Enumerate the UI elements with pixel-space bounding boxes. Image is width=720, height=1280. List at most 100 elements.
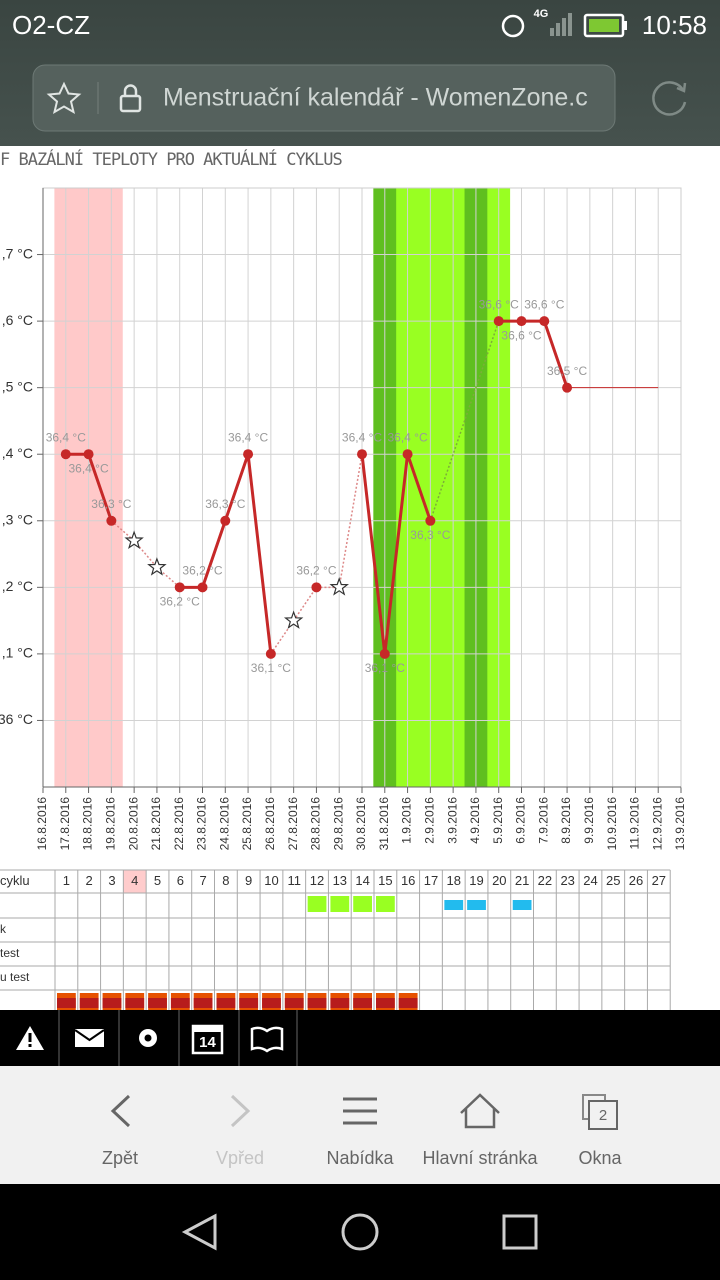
day-number: 20: [492, 873, 506, 888]
green-cell: [376, 896, 395, 912]
temperature-point: [493, 316, 504, 327]
value-label: 36,4 °C: [228, 430, 268, 444]
day-number: 7: [199, 873, 206, 888]
separator: [296, 1010, 298, 1066]
temperature-point: [562, 382, 573, 393]
red-cell-core: [57, 998, 76, 1008]
temperature-point: [402, 449, 413, 460]
menu-icon[interactable]: [343, 1097, 377, 1125]
highlight-cell: [123, 870, 147, 893]
x-tick-label: 8.9.2016: [559, 797, 573, 844]
value-label: 36,4 °C: [342, 430, 382, 444]
separator: [178, 1010, 180, 1066]
day-number: 1: [63, 873, 70, 888]
day-number: 5: [154, 873, 161, 888]
x-tick-label: 21.8.2016: [149, 797, 163, 851]
warning-dot: [28, 1044, 32, 1047]
interpolated-line: [293, 586, 318, 622]
system-recents[interactable]: [502, 1214, 538, 1250]
y-tick-label: ,2 °C: [2, 578, 33, 594]
system-back[interactable]: [181, 1213, 217, 1251]
nav-label[interactable]: Okna: [578, 1148, 622, 1168]
y-tick-label: ,1 °C: [2, 645, 33, 661]
carrier: O2-CZ: [12, 10, 90, 40]
nav-label[interactable]: Hlavní stránka: [422, 1148, 538, 1168]
day-number: 13: [333, 873, 347, 888]
separator: [118, 1010, 120, 1066]
chart-title: F BAZÁLNÍ TEPLOTY PRO AKTUÁLNÍ CYKLUS: [0, 148, 342, 170]
settings-hole: [144, 1034, 152, 1042]
day-number: 26: [629, 873, 643, 888]
value-label: 36,6 °C: [524, 297, 564, 311]
day-number: 4: [131, 873, 138, 888]
mail-flap: [74, 1029, 105, 1042]
mail-icon[interactable]: [75, 1029, 104, 1047]
calendar-day: 14: [199, 1034, 216, 1051]
url-field[interactable]: [32, 64, 616, 132]
temperature-point: [220, 515, 231, 526]
blue-cell: [512, 900, 532, 910]
y-tick-label: ,4 °C: [2, 445, 33, 461]
day-number: 2: [86, 873, 93, 888]
green-cell: [307, 896, 327, 912]
day-number: 3: [108, 873, 115, 888]
row-label: test: [0, 946, 20, 960]
estimated-point: [283, 610, 304, 629]
nav-label[interactable]: Zpět: [102, 1148, 138, 1168]
x-tick-label: 5.9.2016: [491, 797, 505, 844]
green-cell: [330, 896, 350, 912]
tabs-icon[interactable]: [588, 1100, 618, 1130]
home-icon[interactable]: [460, 1093, 500, 1129]
red-cell-core: [330, 998, 350, 1008]
value-label: 36,4 °C: [68, 461, 108, 475]
nav-label[interactable]: Vpřed: [216, 1148, 264, 1168]
value-label: 36,2 °C: [160, 595, 200, 609]
x-tick-label: 26.8.2016: [263, 797, 277, 851]
red-cell-core: [262, 998, 281, 1008]
table-header-label: cyklu: [0, 873, 30, 888]
day-number: 10: [264, 873, 278, 888]
y-tick-label: ,6 °C: [2, 312, 33, 328]
value-label: 36,6 °C: [479, 297, 519, 311]
x-tick-label: 4.9.2016: [468, 797, 482, 844]
system-home[interactable]: [341, 1213, 379, 1251]
day-number: 25: [606, 873, 620, 888]
url-text[interactable]: Menstruační kalendář - WomenZone.c: [163, 84, 588, 112]
x-tick-label: 31.8.2016: [377, 797, 391, 851]
temperature-point: [539, 316, 550, 327]
book-icon[interactable]: [250, 1026, 284, 1053]
day-number: 27: [652, 873, 666, 888]
temperature-point: [379, 648, 390, 659]
reload-arrow: [676, 82, 687, 93]
x-tick-label: 25.8.2016: [240, 797, 254, 851]
x-tick-label: 28.8.2016: [309, 797, 323, 851]
back-icon[interactable]: [110, 1094, 131, 1128]
lock-icon: [119, 94, 142, 113]
temperature-point: [197, 582, 208, 593]
day-number: 14: [355, 873, 369, 888]
red-cell-core: [216, 998, 236, 1008]
toolbar-icons: 14: [16, 1010, 298, 1066]
y-tick-label: ,3 °C: [2, 511, 33, 527]
signal-icon: [550, 13, 572, 36]
nav-label[interactable]: Nabídka: [326, 1148, 394, 1168]
x-tick-label: 6.9.2016: [514, 797, 528, 844]
value-label: 36,4 °C: [387, 430, 427, 444]
reload-icon[interactable]: [652, 81, 687, 116]
temperature-point: [106, 515, 117, 526]
value-label: 36,1 °C: [251, 661, 291, 675]
day-number: 17: [424, 873, 438, 888]
x-tick-label: 10.9.2016: [605, 797, 619, 851]
green-cell: [353, 896, 372, 912]
forward-icon[interactable]: [230, 1094, 251, 1128]
value-label: 36,2 °C: [182, 564, 222, 578]
network: 4G: [534, 8, 549, 20]
x-tick-label: 19.8.2016: [104, 797, 118, 851]
day-number: 22: [538, 873, 552, 888]
clock: 10:58: [642, 10, 707, 40]
day-number: 15: [378, 873, 392, 888]
temperature-point: [425, 515, 436, 526]
battery-level: [589, 19, 619, 32]
bookmark-icon[interactable]: [46, 81, 82, 115]
red-cell-core: [102, 998, 122, 1008]
